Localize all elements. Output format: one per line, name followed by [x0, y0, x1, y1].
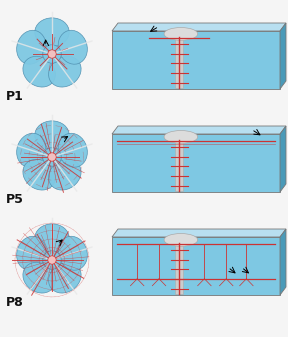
Ellipse shape [35, 224, 69, 252]
Ellipse shape [23, 159, 55, 190]
Ellipse shape [164, 234, 198, 246]
Text: P5: P5 [6, 193, 24, 206]
Polygon shape [280, 229, 286, 295]
Ellipse shape [35, 121, 69, 149]
Polygon shape [175, 37, 183, 88]
Polygon shape [112, 23, 286, 31]
Polygon shape [112, 229, 286, 237]
Ellipse shape [35, 18, 69, 47]
Polygon shape [112, 134, 280, 192]
Polygon shape [175, 243, 183, 294]
Ellipse shape [164, 28, 198, 40]
Circle shape [43, 45, 61, 63]
Text: P1: P1 [6, 90, 24, 103]
Polygon shape [175, 140, 183, 191]
Ellipse shape [23, 262, 55, 293]
Circle shape [48, 50, 56, 58]
Circle shape [43, 251, 61, 269]
Circle shape [48, 256, 56, 264]
Ellipse shape [17, 133, 46, 167]
Ellipse shape [58, 236, 87, 270]
Ellipse shape [23, 56, 55, 87]
Ellipse shape [49, 159, 81, 190]
Ellipse shape [164, 130, 198, 143]
Ellipse shape [17, 236, 46, 270]
Polygon shape [112, 31, 280, 89]
Ellipse shape [58, 30, 87, 64]
Polygon shape [280, 23, 286, 89]
Polygon shape [112, 126, 286, 134]
Ellipse shape [49, 56, 81, 87]
Ellipse shape [17, 30, 46, 64]
Ellipse shape [49, 262, 81, 293]
Circle shape [43, 148, 61, 166]
Polygon shape [280, 126, 286, 192]
Circle shape [48, 153, 56, 161]
Polygon shape [112, 237, 280, 295]
Text: P8: P8 [6, 296, 24, 309]
Ellipse shape [58, 133, 87, 167]
